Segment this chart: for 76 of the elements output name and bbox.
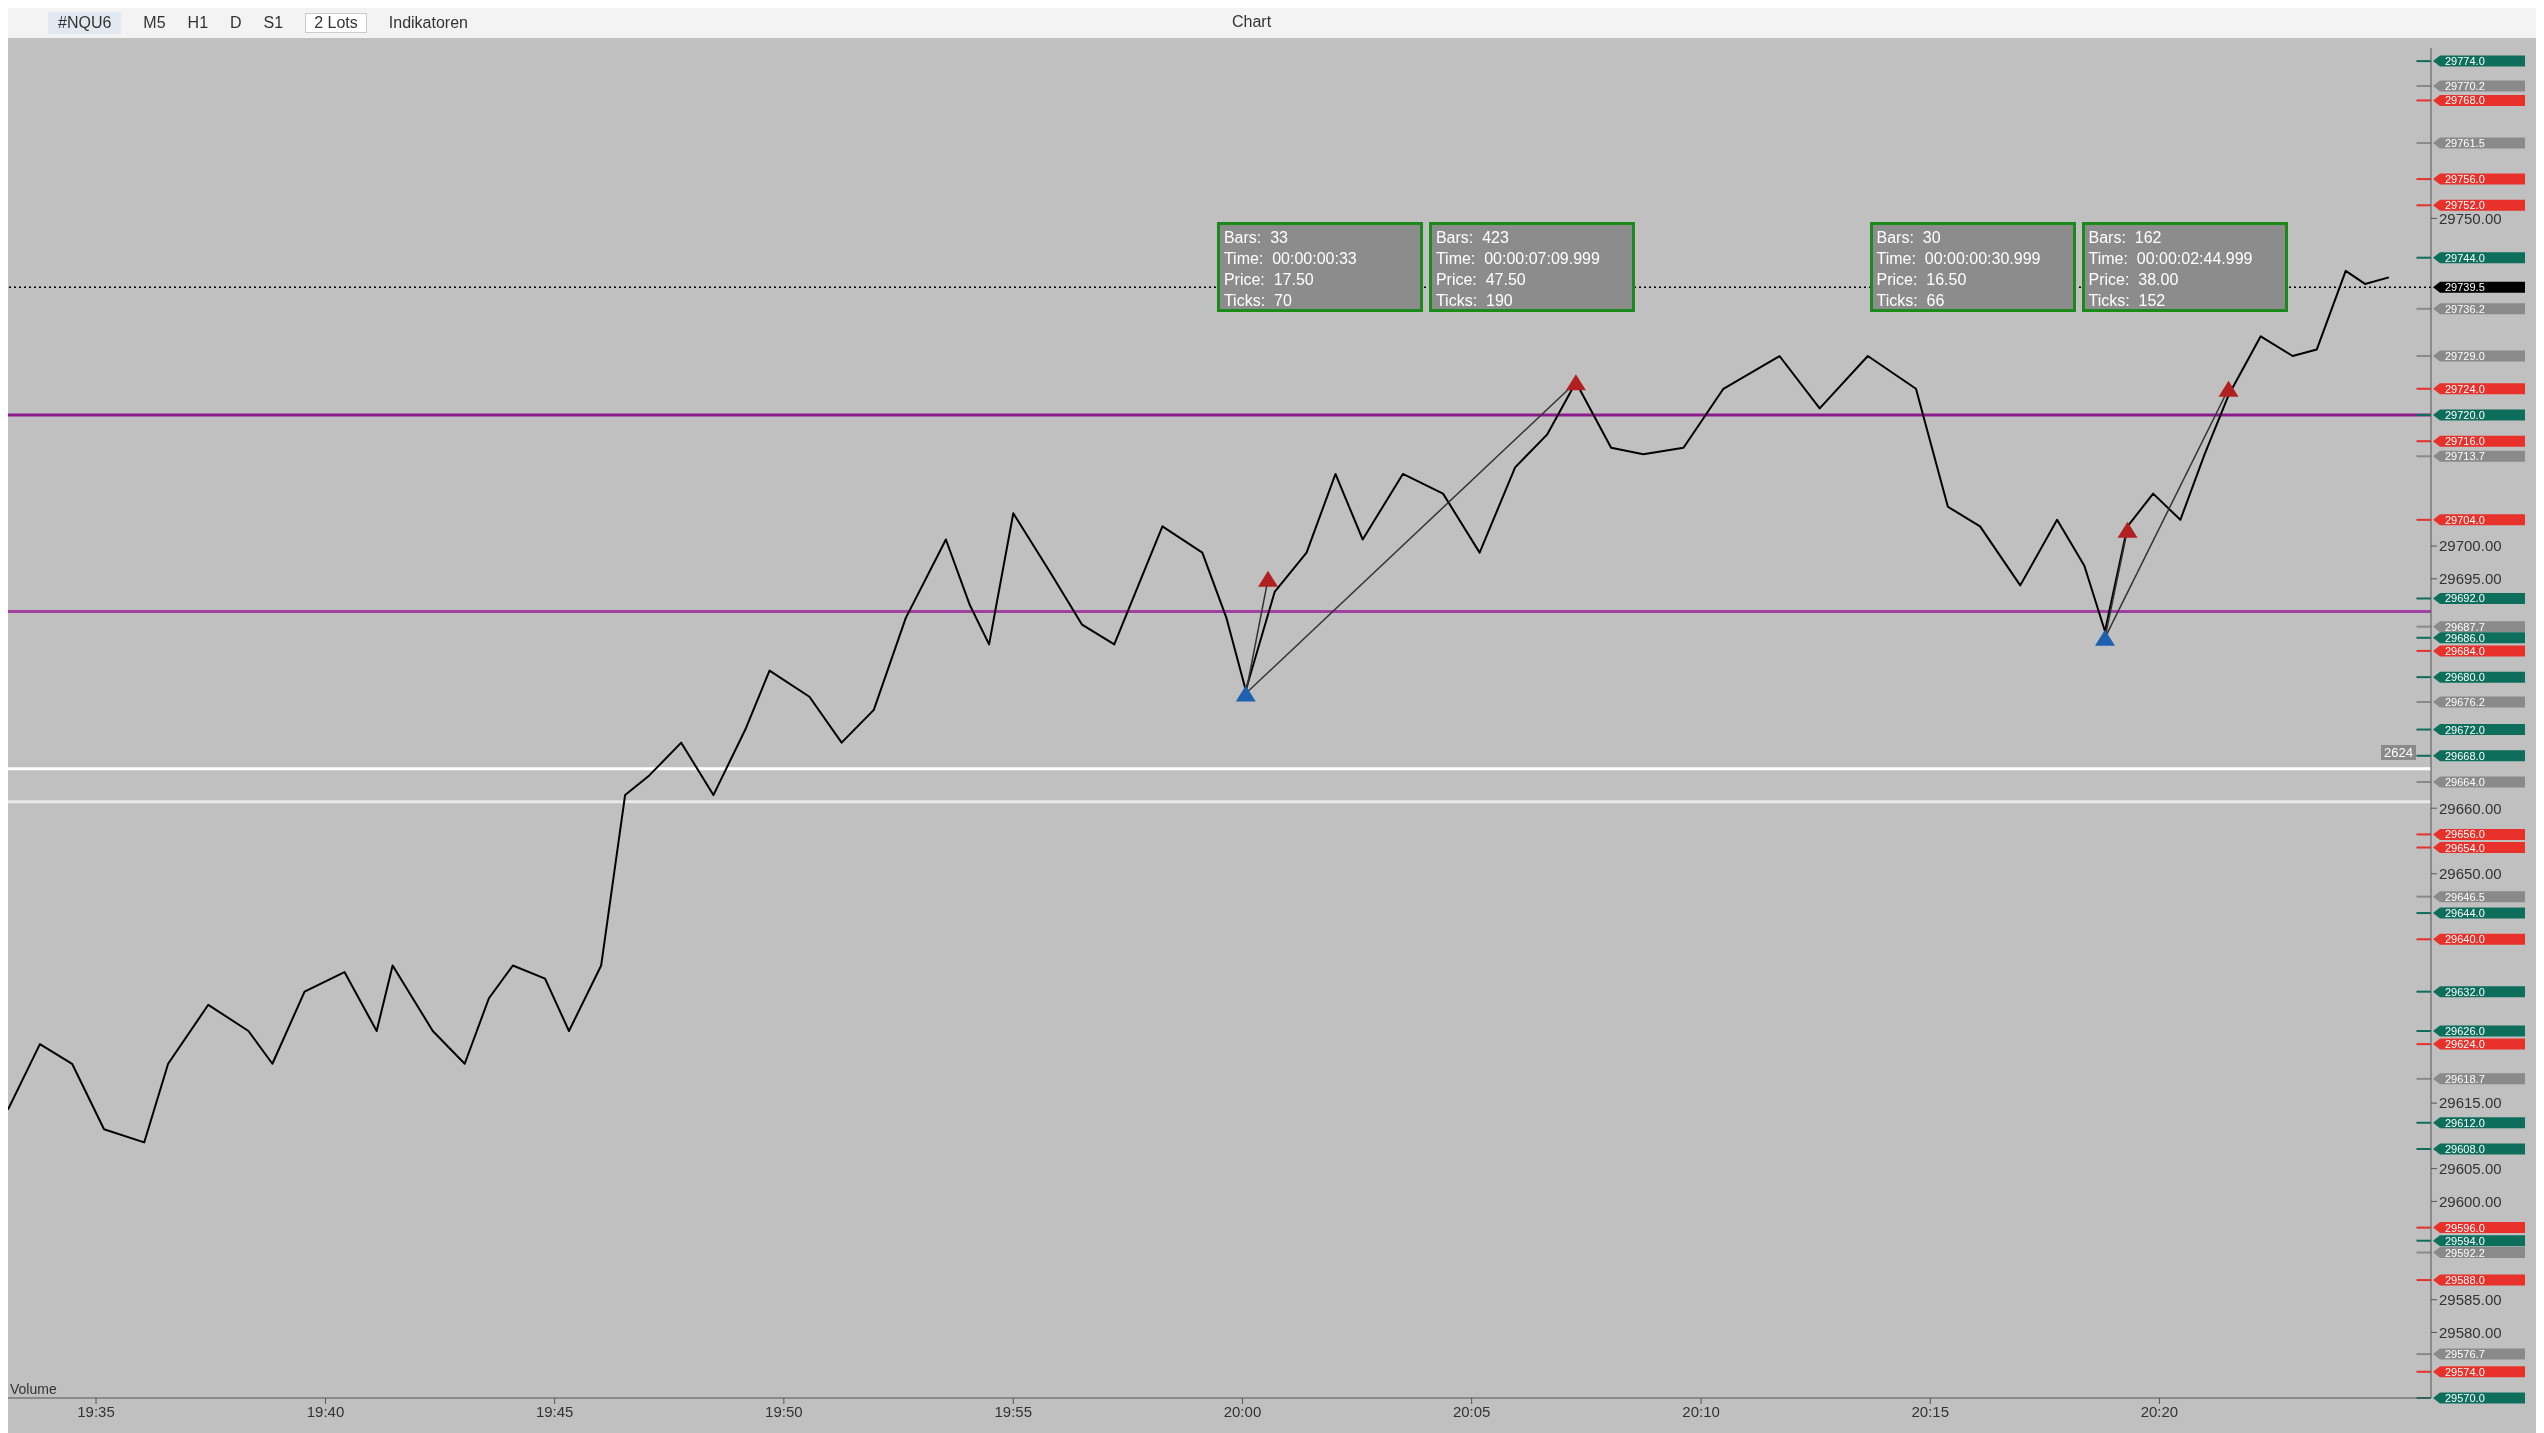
ref-line-label: 29770.2 [2445,80,2485,93]
x-tick-label: 19:55 [994,1402,1033,1420]
y-tick-label: 29605.00 [2439,1159,2502,1177]
ref-line-label: 29570.0 [2445,1392,2485,1404]
measurement-box: Bars: 30 Time: 00:00:00:30.999 Price: 16.50 Ticks: 66 [1869,222,2076,312]
ref-line-label: 29686.0 [2445,631,2485,644]
ref-line-label: 29664.0 [2445,775,2485,788]
x-tick-label: 19:50 [765,1402,803,1420]
y-tick-label: 29615.00 [2439,1094,2502,1112]
ref-line-label: 29608.0 [2445,1142,2485,1155]
y-tick-label: 29750.00 [2439,209,2502,227]
ref-line-label: 29576.7 [2445,1348,2485,1361]
y-tick-label: 29650.00 [2439,865,2502,883]
text: Chart [1232,13,1272,31]
y-tick-label: 29600.00 [2439,1192,2502,1210]
ref-line-label: 29618.7 [2445,1072,2485,1085]
ref-line-label: 29672.0 [2445,723,2485,736]
ref-line-label: 29736.2 [2445,302,2485,315]
ref-line-label: 29612.0 [2445,1116,2485,1129]
x-tick-label: 19:45 [535,1402,574,1420]
measurement-box: Bars: 423 Time: 00:00:07:09.999 Price: 47.50 Ticks: 190 [1428,222,1635,312]
text: S1 [263,14,284,32]
ref-line-label: 29646.5 [2445,890,2485,903]
ref-line-label: 29761.5 [2445,137,2485,150]
y-tick-label: 29585.00 [2439,1291,2502,1309]
ref-line-label: 29752.0 [2445,199,2485,212]
chart-title: #NQU6 [48,12,122,34]
ref-line-label: 29774.0 [2445,55,2485,68]
ref-line-label: 29632.0 [2445,985,2485,998]
text: Indikatoren [388,14,468,32]
x-tick-label: 19:40 [306,1402,345,1420]
ref-line-label: 29654.0 [2445,841,2485,854]
ref-line-label: 29756.0 [2445,173,2485,186]
ref-line-label: 29668.0 [2445,749,2485,762]
ref-line-label: 29644.0 [2445,907,2485,920]
ref-line-label: 29704.0 [2445,513,2485,526]
ref-line-label: 29720.0 [2445,408,2485,421]
ref-line-label: 29592.2 [2445,1246,2485,1259]
y-tick-label: 29580.00 [2439,1323,2502,1341]
ref-line-label: 29594.0 [2445,1234,2485,1247]
ref-line-label: 29680.0 [2445,671,2485,684]
ref-line-label: 29574.0 [2445,1365,2485,1378]
ref-line-label: 29624.0 [2445,1038,2485,1051]
ref-line-label: 29744.0 [2445,251,2485,264]
annotation: Volume [10,1381,57,1397]
ref-line-label: 29640.0 [2445,933,2485,946]
ref-line-label: 29656.0 [2445,828,2485,841]
x-tick-label: 20:00 [1223,1402,1262,1420]
ref-line-label: 29687.7 [2445,620,2485,633]
x-tick-label: 20:15 [1911,1402,1950,1420]
y-tick-label: 29695.00 [2439,570,2502,588]
ref-line-label: 29768.0 [2445,94,2485,107]
ref-line-label: 29739.5 [2445,281,2485,294]
ref-line-label: 29596.0 [2445,1221,2485,1234]
ref-line-label: 29692.0 [2445,592,2485,605]
ref-line-label: 29729.0 [2445,350,2485,363]
measurement-box: Bars: 162 Time: 00:00:02:44.999 Price: 38.00 Ticks: 152 [2081,222,2288,312]
x-tick-label: 20:10 [1682,1402,1720,1420]
annotation: 2624 [2381,744,2416,760]
ref-line-label: 29676.2 [2445,696,2485,709]
text: M5 [143,14,166,32]
ref-line-label: 29716.0 [2445,435,2485,448]
ref-line-label: 29684.0 [2445,644,2485,657]
text: D [230,14,242,32]
ref-line-label: 29626.0 [2445,1025,2485,1038]
ref-line-label: 29713.7 [2445,450,2485,463]
x-tick-label: 19:35 [77,1402,115,1420]
y-tick-label: 29660.00 [2439,799,2502,817]
text: 2 Lots [305,13,367,33]
x-tick-label: 20:20 [2140,1402,2179,1420]
text: H1 [187,14,209,32]
x-tick-label: 20:05 [1452,1402,1491,1420]
measurement-box: Bars: 33 Time: 00:00:00:33 Price: 17.50 Ticks: 70 [1216,222,1423,312]
ref-line-label: 29588.0 [2445,1274,2485,1287]
y-tick-label: 29700.00 [2439,537,2502,555]
ref-line-label: 29724.0 [2445,382,2485,395]
